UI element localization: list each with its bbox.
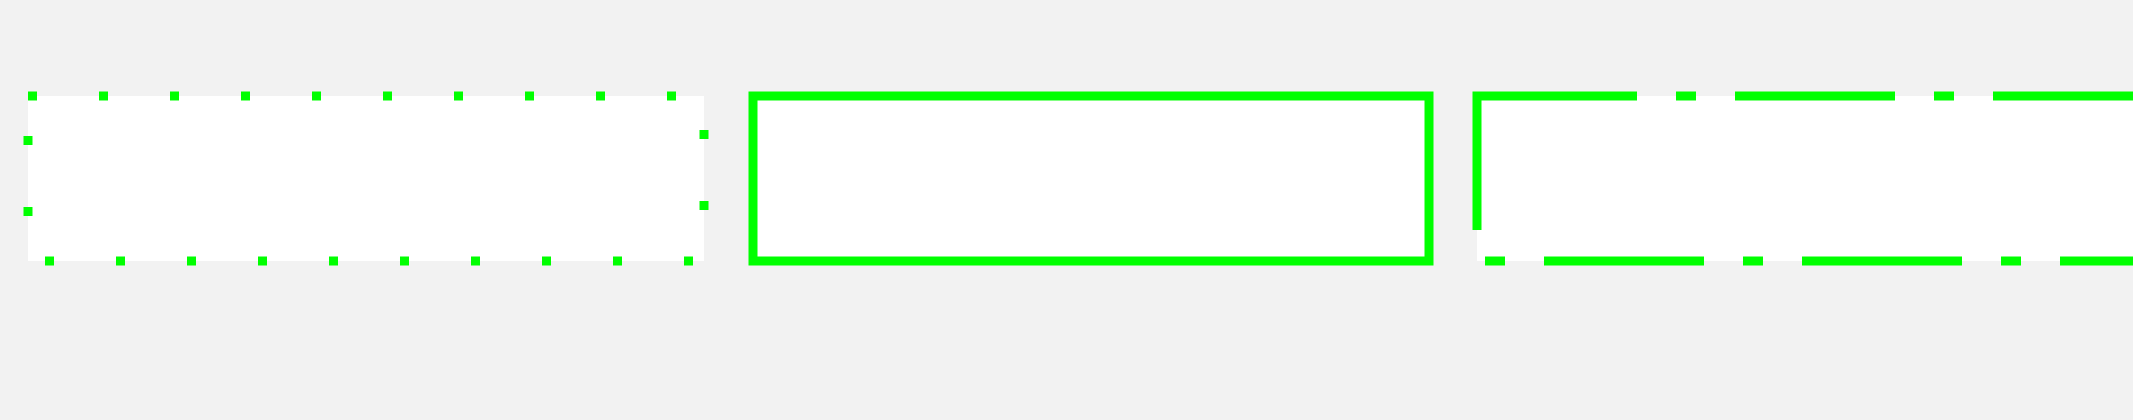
dash-dot-box-border <box>1472 91 2133 266</box>
dotted-border-box <box>23 91 709 266</box>
dash-dot-border-box <box>1472 91 2133 266</box>
solid-border-box <box>748 91 1434 266</box>
solid-box-fill <box>753 96 1429 261</box>
solid-box-border <box>748 91 1434 266</box>
dotted-box-fill <box>28 96 704 261</box>
dash-dot-box-fill <box>1477 96 2133 261</box>
